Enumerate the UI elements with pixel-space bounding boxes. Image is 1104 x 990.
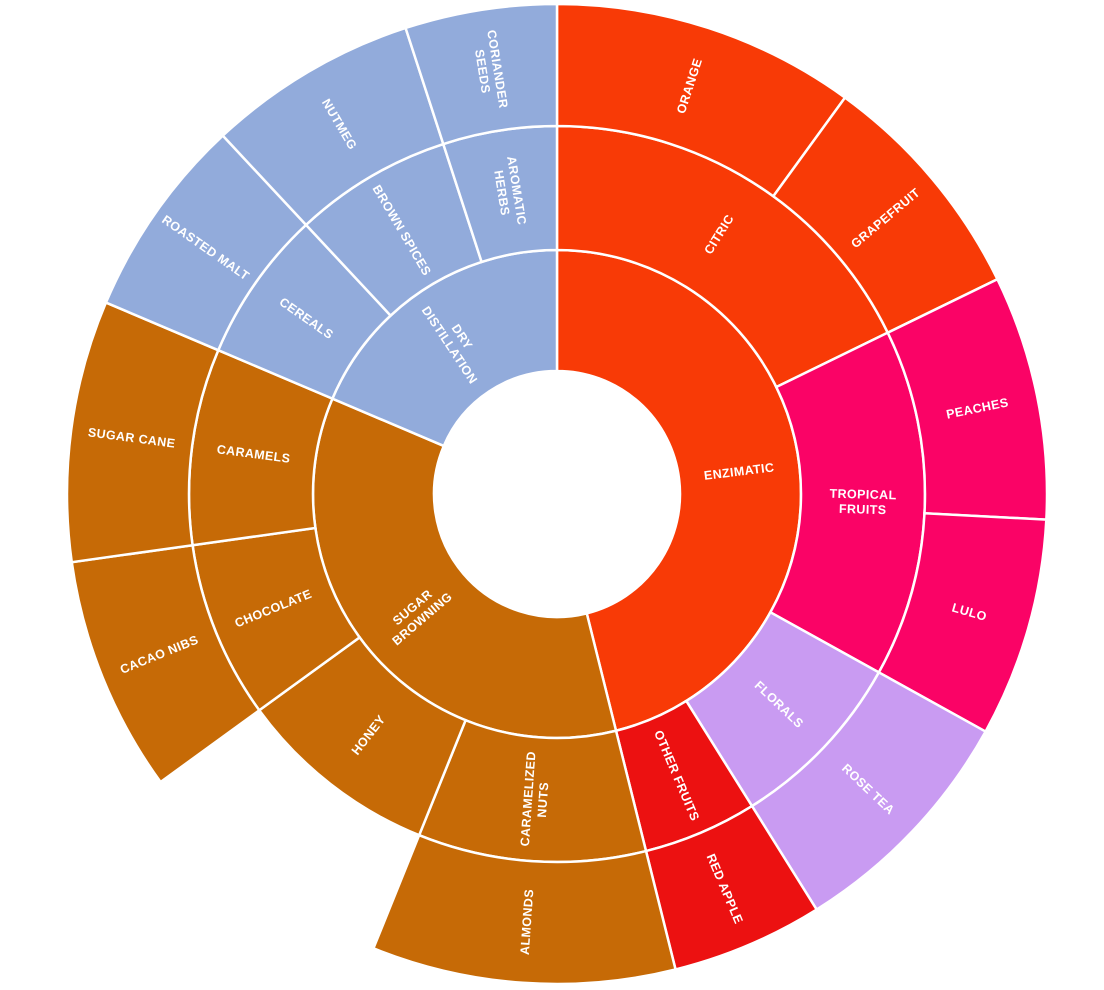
segment-coriander-seeds[interactable] — [404, 2, 559, 146]
segment-almonds[interactable] — [371, 833, 678, 986]
